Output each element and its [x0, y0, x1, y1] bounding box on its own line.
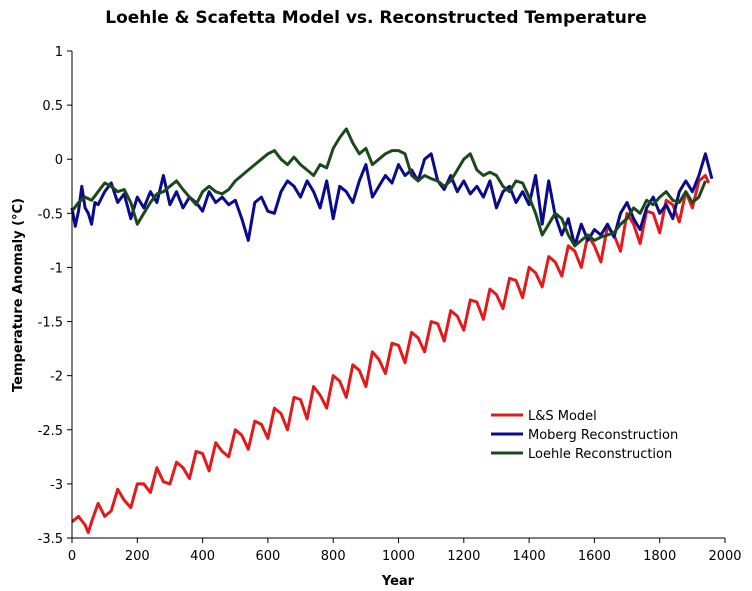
y-tick-label: 0 — [55, 153, 63, 168]
legend-label-l-s-model: L&S Model — [528, 409, 597, 424]
y-tick-label: -3 — [50, 478, 63, 493]
x-ticks: 0 200 400 600 800 1000 1200 1400 1600 1800 2000 — [68, 538, 742, 564]
legend-label-loehle-reconstruction: Loehle Reconstruction — [528, 447, 672, 462]
y-ticks: 1 0.5 0 -0.5 -1 -1.5 -2 -2.5 -3 -3.5 — [38, 45, 72, 547]
x-tick-label: 1400 — [513, 549, 546, 564]
x-tick-label: 400 — [190, 549, 215, 564]
x-tick-label: 1600 — [578, 549, 611, 564]
y-tick-label: -2 — [50, 370, 63, 385]
y-tick-label: -1.5 — [38, 316, 63, 331]
series-line-loehle-reconstruction — [70, 127, 707, 248]
series-line-moberg-reconstruction — [70, 152, 714, 248]
legend-label-moberg-reconstruction: Moberg Reconstruction — [528, 428, 678, 443]
y-axis-title: Temperature Anomaly (°C) — [11, 198, 26, 392]
y-tick-label: -2.5 — [38, 424, 63, 439]
x-axis-title: Year — [381, 574, 415, 589]
axes-layer — [71, 51, 725, 539]
y-tick-label: 1 — [55, 45, 63, 60]
legend: L&S Model Moberg Reconstruction Loehle Rec… — [491, 409, 678, 462]
x-tick-label: 2000 — [708, 549, 741, 564]
x-tick-label: 0 — [68, 549, 76, 564]
x-tick-label: 1800 — [643, 549, 676, 564]
series-line-l-s-model — [71, 174, 711, 535]
x-tick-label: 600 — [255, 549, 280, 564]
y-tick-label: -0.5 — [38, 207, 63, 222]
x-tick-label: 800 — [321, 549, 346, 564]
y-tick-label: 0.5 — [42, 99, 63, 114]
x-tick-label: 1200 — [447, 549, 480, 564]
chart-title: Loehle & Scafetta Model vs. Reconstructe… — [105, 8, 647, 28]
series-layer — [70, 127, 714, 535]
x-tick-label: 200 — [125, 549, 150, 564]
y-tick-label: -1 — [50, 261, 63, 276]
y-tick-label: -3.5 — [38, 532, 63, 547]
x-tick-label: 1000 — [382, 549, 415, 564]
